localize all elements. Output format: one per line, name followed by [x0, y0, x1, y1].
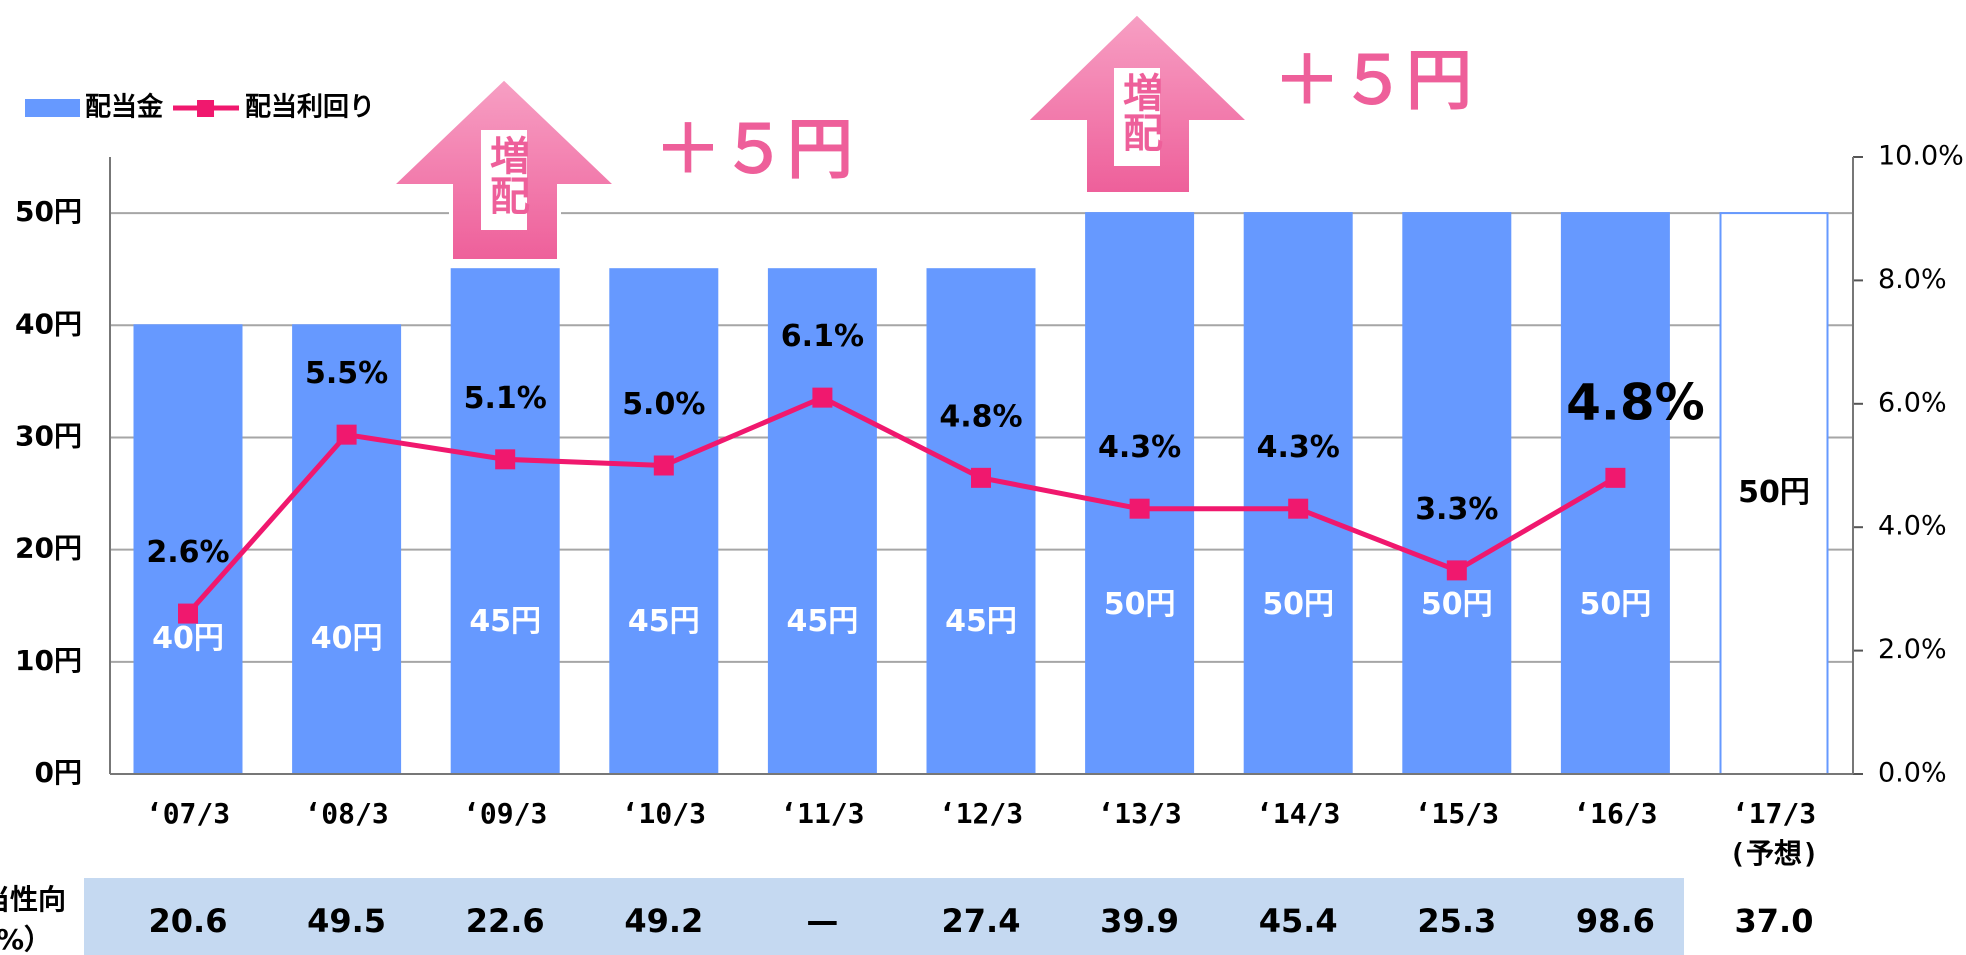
line-value-label: 3.3% [1415, 492, 1498, 527]
y2-tick-label: 6.0% [1878, 387, 1947, 418]
table-cell: 25.3 [1382, 902, 1532, 940]
legend-label: 配当金 [85, 92, 164, 123]
line-marker [971, 468, 991, 488]
line-value-label: 5.0% [622, 387, 705, 422]
bar-value-label: 45円 [469, 604, 541, 639]
table-cell: 98.6 [1540, 902, 1690, 940]
table-cell: 27.4 [906, 902, 1056, 940]
y2-tick-label: 0.0% [1878, 758, 1947, 789]
table-cell: — [747, 902, 897, 940]
legend-swatch [197, 100, 214, 117]
bar [293, 325, 400, 774]
table-cell: 37.0 [1699, 902, 1849, 940]
bar [1086, 213, 1193, 774]
line-marker [1288, 499, 1308, 519]
bar-value-label: 45円 [945, 604, 1017, 639]
y2-tick-label: 10.0% [1878, 141, 1964, 172]
line-value-label: 4.8% [939, 399, 1022, 434]
legend-label: 配当利回り [245, 93, 375, 123]
bar-value-label: 50円 [1262, 587, 1334, 622]
y2-tick-label: 8.0% [1878, 264, 1947, 295]
bar-value-label: 40円 [311, 621, 383, 656]
bar [1562, 213, 1669, 774]
y2-tick-label: 2.0% [1878, 634, 1947, 665]
y2-tick-label: 4.0% [1878, 511, 1947, 542]
line-marker [1130, 499, 1150, 519]
bar-value-label: 50円 [1421, 587, 1493, 622]
bar-value-label: 45円 [628, 604, 700, 639]
line [188, 398, 1615, 614]
bar-value-label: 40円 [152, 621, 224, 656]
line-value-label: 5.5% [305, 356, 388, 391]
page: 増配 ＋５円 増配 ＋５円 0円 10円 20円 30円 40円 50円 0.0% 2.0% 4… [0, 0, 1966, 955]
line-marker [495, 449, 515, 469]
table-cell: 39.9 [1065, 902, 1215, 940]
line-value-label: 4.8% [1566, 373, 1705, 431]
bar-value-label: 50円 [1104, 587, 1176, 622]
y-tick-label: 40円 [15, 307, 82, 340]
table-cell: 45.4 [1223, 902, 1373, 940]
legend-swatch [25, 99, 80, 117]
y-tick-label: 20円 [15, 532, 82, 565]
bar [928, 269, 1035, 774]
line-value-label: 6.1% [781, 319, 864, 354]
line-value-label: 4.3% [1257, 430, 1340, 465]
annotation: 増配 [483, 135, 530, 215]
table-cell: 49.2 [589, 902, 739, 940]
annotation: ＋５円 [655, 111, 853, 188]
line-value-label: 5.1% [464, 381, 547, 416]
line-marker [1605, 468, 1625, 488]
y-tick-label: 50円 [15, 195, 82, 228]
annotation: 増配 [1116, 72, 1163, 152]
line-value-label: 2.6% [146, 535, 229, 570]
bar [452, 269, 559, 774]
line-value-label: 4.3% [1098, 430, 1181, 465]
bar [1245, 213, 1352, 774]
table-cell: 22.6 [430, 902, 580, 940]
annotation: ＋５円 [1274, 42, 1472, 119]
bar [610, 269, 717, 774]
line-marker [812, 388, 832, 408]
y-tick-label: 0円 [35, 756, 82, 789]
table-cell: 20.6 [113, 902, 263, 940]
line-marker [337, 425, 357, 445]
y-tick-label: 30円 [15, 419, 82, 452]
bar-value-label: 45円 [787, 604, 859, 639]
table-cell: 49.5 [272, 902, 422, 940]
x-tick-label: ‘17/3 (予想) [1674, 794, 1874, 874]
bar-value-label: 50円 [1580, 587, 1652, 622]
line-marker [178, 604, 198, 624]
line-marker [1447, 560, 1467, 580]
y-tick-label: 10円 [15, 644, 82, 677]
bar-value-label: 50円 [1738, 475, 1810, 510]
line-marker [654, 456, 674, 476]
table-row-label: 配当性向 （%） [0, 880, 110, 955]
